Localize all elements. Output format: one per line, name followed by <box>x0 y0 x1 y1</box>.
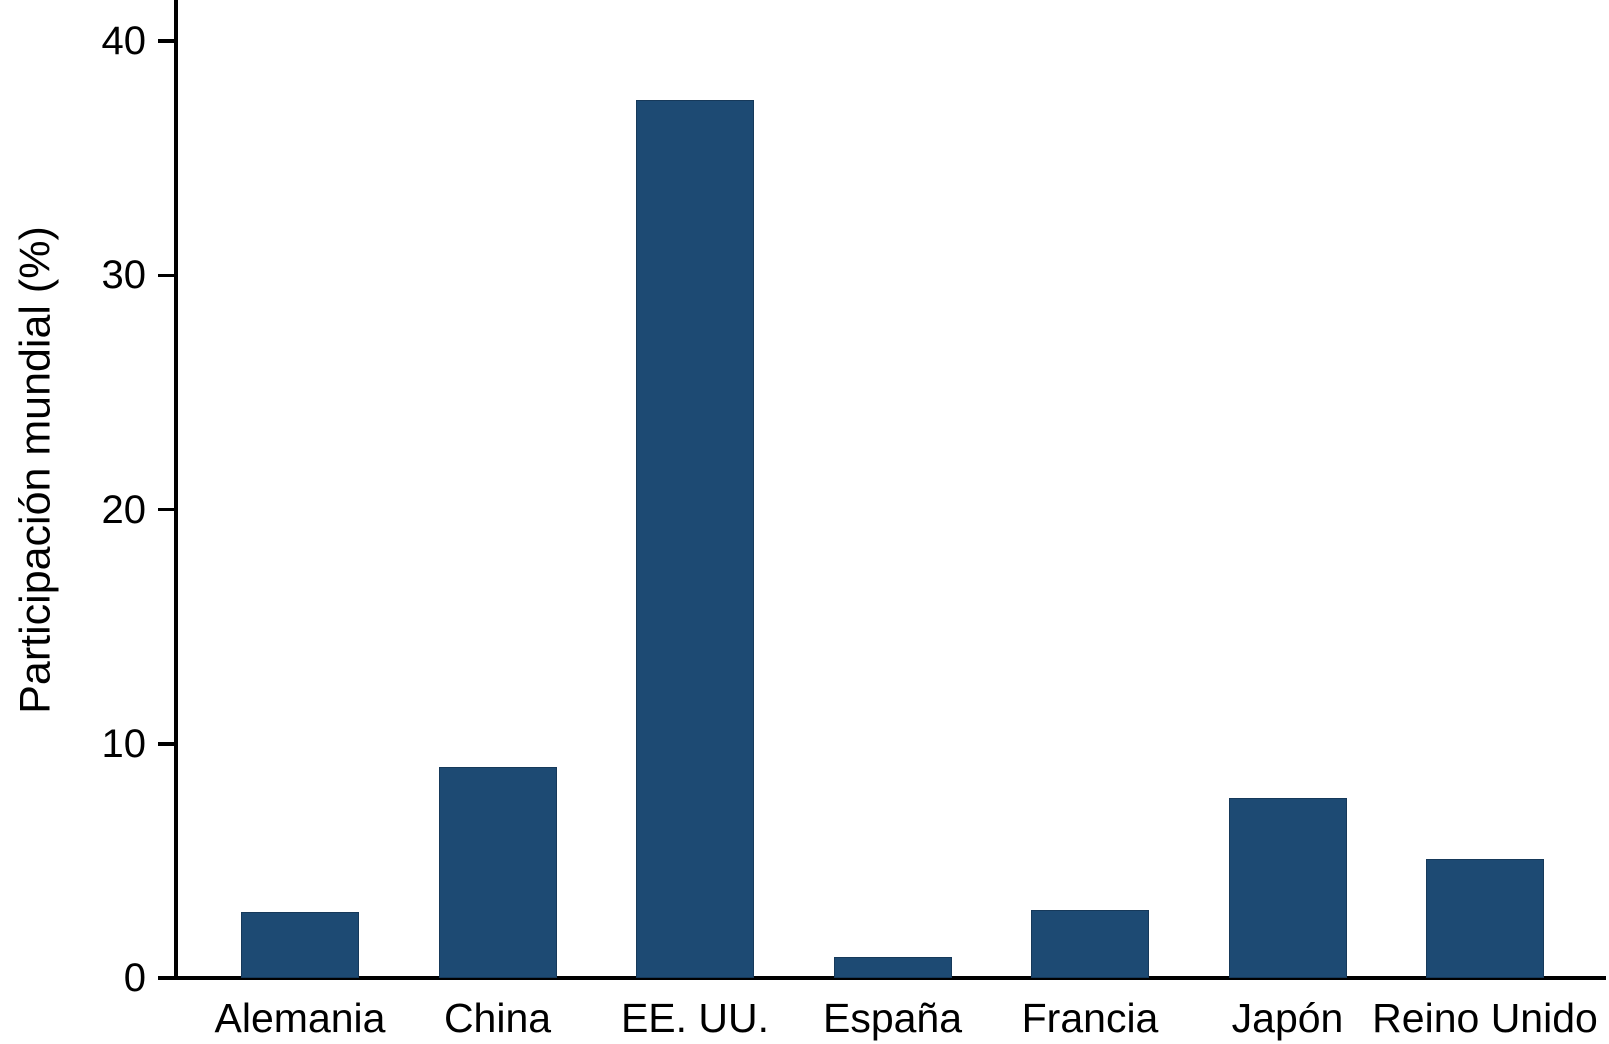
x-tick-label-ee-uu: EE. UU. <box>620 994 770 1041</box>
x-tick-label-francia: Francia <box>1021 994 1159 1041</box>
bar-jap-n <box>1228 797 1347 978</box>
bar-alemania <box>241 912 359 978</box>
x-tick-label-reino-unido: Reino Unido <box>1372 994 1598 1041</box>
y-tick-mark-10 <box>158 742 175 746</box>
y-tick-mark-30 <box>158 273 175 277</box>
y-tick-label-10: 10 <box>101 721 147 766</box>
y-axis-title: Participación mundial (%) <box>11 226 60 714</box>
y-tick-label-0: 0 <box>123 956 146 1000</box>
x-tick-label-china: China <box>443 994 552 1041</box>
x-tick-label-alemania: Alemania <box>214 994 386 1041</box>
x-axis-spine <box>174 976 1606 980</box>
bar-espa-a <box>833 956 952 978</box>
y-tick-label-40: 40 <box>101 19 147 63</box>
y-tick-mark-40 <box>158 39 175 43</box>
x-tick-label-jap-n: Japón <box>1231 994 1344 1041</box>
x-tick-label-espa-a: España <box>822 994 963 1041</box>
y-tick-label-20: 20 <box>101 487 147 532</box>
y-tick-mark-0 <box>158 976 175 980</box>
y-tick-mark-20 <box>158 507 175 512</box>
bar-reino-unido <box>1426 858 1544 978</box>
y-tick-label-30: 30 <box>101 253 147 298</box>
y-axis-spine <box>174 0 178 978</box>
bar-ee-uu <box>636 99 754 978</box>
bar-francia <box>1031 910 1149 978</box>
bar-china <box>438 767 557 978</box>
